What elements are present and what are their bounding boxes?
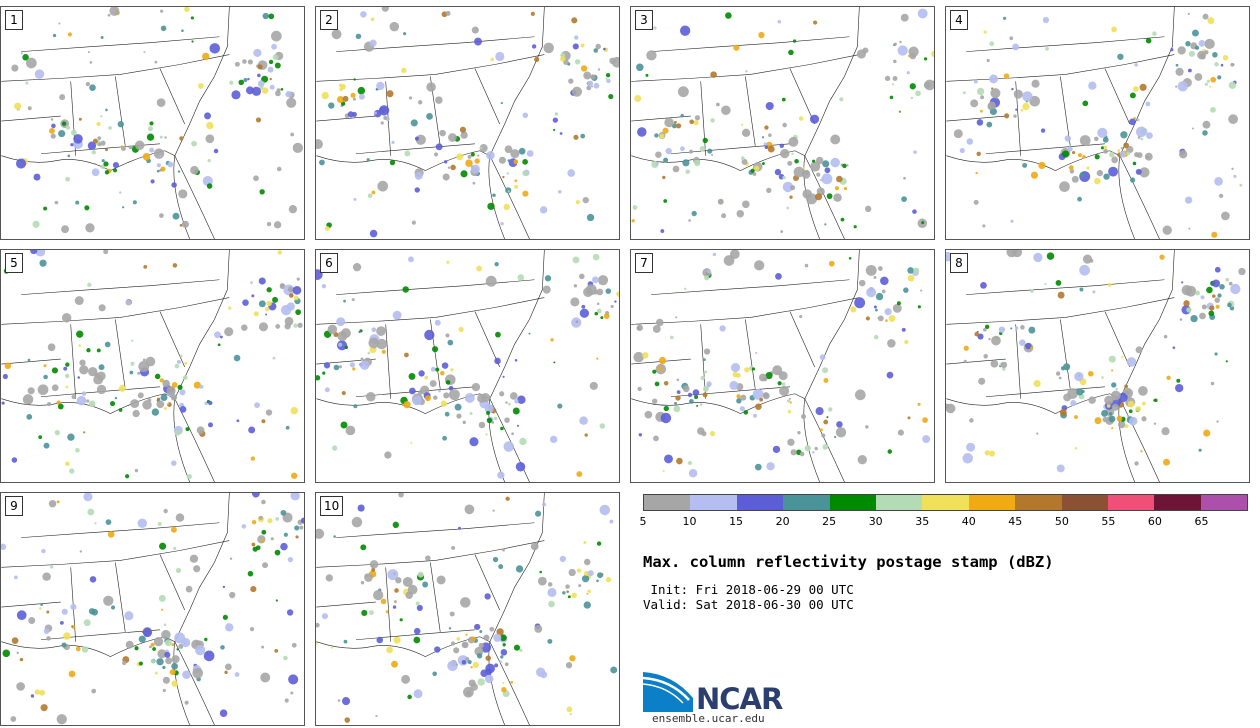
ncar-url[interactable]: ensemble.ucar.edu — [652, 712, 765, 725]
member-number-label: 2 — [320, 10, 338, 30]
reflectivity-map — [316, 7, 619, 239]
colorbar-tick-label: 5 — [639, 515, 647, 528]
colorbar-segment — [875, 495, 923, 510]
colorbar-segment — [968, 495, 1016, 510]
ensemble-member-panel: 6 — [315, 249, 620, 483]
chart-title: Max. column reflectivity postage stamp (… — [643, 553, 1054, 571]
colorbar-tick-label: 50 — [1054, 515, 1069, 528]
ensemble-member-panel: 9 — [0, 492, 305, 726]
colorbar-segment — [1107, 495, 1155, 510]
colorbar-tick-label: 10 — [682, 515, 697, 528]
reflectivity-map — [946, 250, 1246, 482]
colorbar-tick-label: 25 — [822, 515, 837, 528]
member-number-label: 9 — [5, 496, 23, 516]
colorbar-tick-label: 15 — [729, 515, 744, 528]
colorbar-segment — [736, 495, 784, 510]
colorbar-segment — [1061, 495, 1108, 510]
reflectivity-colorbar — [643, 494, 1248, 511]
colorbar-tick-label: 55 — [1101, 515, 1116, 528]
reflectivity-map — [316, 493, 618, 725]
member-number-label: 5 — [5, 253, 23, 273]
colorbar-segment — [829, 495, 876, 510]
colorbar-segment — [644, 495, 691, 510]
ensemble-member-panel: 4 — [945, 6, 1250, 240]
colorbar-tick-label: 45 — [1008, 515, 1023, 528]
colorbar-segment — [1154, 495, 1201, 510]
reflectivity-map — [1, 250, 303, 482]
ensemble-member-panel: 2 — [315, 6, 620, 240]
colorbar-tick-label: 35 — [915, 515, 930, 528]
ensemble-member-panel: 10 — [315, 492, 620, 726]
colorbar-segment — [1200, 495, 1248, 510]
member-number-label: 3 — [635, 10, 653, 30]
colorbar-segment — [922, 495, 969, 510]
colorbar-tick-labels: 5 10 15 20 25 30 35 40 45 50 55 60 65 — [639, 515, 1248, 529]
colorbar-tick-label: 60 — [1147, 515, 1162, 528]
ensemble-member-panel: 3 — [630, 6, 935, 240]
ensemble-member-panel: 1 — [0, 6, 305, 240]
member-number-label: 8 — [950, 253, 968, 273]
colorbar-segment — [690, 495, 737, 510]
ncar-logo-icon — [643, 672, 693, 712]
colorbar-tick-label: 65 — [1194, 515, 1209, 528]
member-number-label: 6 — [320, 253, 338, 273]
colorbar-tick-label: 40 — [961, 515, 976, 528]
colorbar-tick-label: 20 — [775, 515, 790, 528]
reflectivity-map — [1, 493, 304, 725]
reflectivity-map — [1, 7, 304, 239]
reflectivity-map — [316, 250, 619, 482]
valid-time: Valid: Sat 2018-06-30 00 UTC — [643, 597, 854, 612]
init-time: Init: Fri 2018-06-29 00 UTC — [643, 582, 854, 597]
reflectivity-map — [631, 7, 934, 239]
reflectivity-map — [946, 7, 1243, 239]
ncar-logo-text: NCAR — [696, 682, 783, 716]
member-number-label: 1 — [5, 10, 23, 30]
colorbar-tick-label: 30 — [868, 515, 883, 528]
reflectivity-map — [631, 250, 931, 482]
ensemble-member-panel: 8 — [945, 249, 1250, 483]
colorbar-segment — [1015, 495, 1062, 510]
ensemble-member-panel: 5 — [0, 249, 305, 483]
ensemble-member-panel: 7 — [630, 249, 935, 483]
member-number-label: 7 — [635, 253, 653, 273]
member-number-label: 10 — [320, 496, 344, 516]
member-number-label: 4 — [950, 10, 968, 30]
colorbar-segment — [783, 495, 830, 510]
